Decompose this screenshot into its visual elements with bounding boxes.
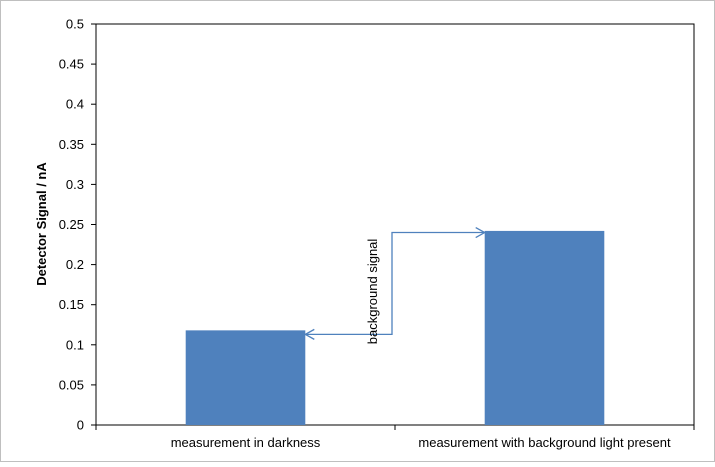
x-tick-label: measurement with background light presen… [418, 435, 671, 450]
bar [185, 330, 306, 425]
x-tick-label: measurement in darkness [171, 435, 321, 450]
y-tick-label: 0.05 [59, 377, 84, 392]
bar [484, 230, 605, 425]
y-tick-label: 0.3 [66, 177, 84, 192]
y-tick-label: 0.15 [59, 297, 84, 312]
y-tick-label: 0.1 [66, 337, 84, 352]
y-axis-ticks: 0 0.05 0.1 0.15 0.2 0.25 0.3 0.35 0.4 0.45 0.5 [59, 17, 96, 433]
y-tick-label: 0 [77, 418, 84, 433]
background-signal-annotation: background signal [303, 226, 487, 345]
y-tick-label: 0.35 [59, 137, 84, 152]
y-axis-label: Detector Signal / nA [34, 162, 49, 286]
annotation-arrow-line [305, 231, 485, 336]
x-axis-ticks: measurement in darkness measurement with … [95, 425, 695, 450]
y-tick-label: 0.5 [66, 17, 84, 32]
bars [185, 230, 605, 425]
y-tick-label: 0.25 [59, 217, 84, 232]
annotation-arrowhead-left [303, 328, 315, 340]
annotation-label: background signal [365, 239, 380, 345]
y-tick-label: 0.2 [66, 257, 84, 272]
annotation-arrowhead-right [475, 226, 487, 239]
y-tick-label: 0.4 [66, 97, 84, 112]
y-tick-label: 0.45 [59, 57, 84, 72]
